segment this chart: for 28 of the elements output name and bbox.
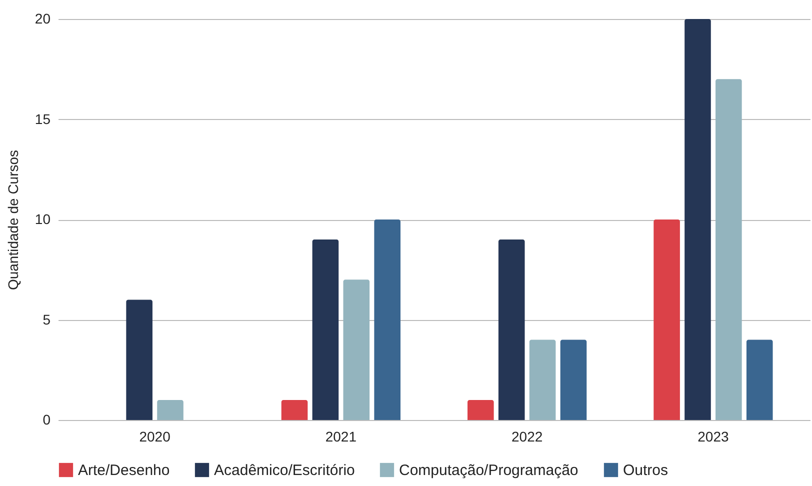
legend-label: Acadêmico/Escritório [214, 462, 355, 479]
bar [716, 79, 742, 420]
bar [374, 220, 400, 420]
bar [529, 340, 556, 420]
legend-label: Outros [623, 462, 668, 479]
y-tick-label: 0 [42, 412, 51, 428]
legend-label: Computação/Programação [399, 462, 578, 479]
y-tick-label: 15 [34, 110, 51, 127]
y-tick-label: 20 [34, 10, 51, 26]
y-tick-label: 10 [34, 211, 51, 227]
bar [157, 400, 184, 420]
bar [126, 300, 152, 420]
y-tick-label: 5 [42, 311, 51, 328]
bar [498, 240, 525, 420]
bar [312, 240, 339, 420]
x-tick-label: 2020 [139, 428, 171, 444]
bar [560, 340, 587, 420]
bar [654, 220, 680, 420]
x-tick-label: 2022 [511, 428, 543, 444]
bar [746, 340, 773, 420]
legend-label: Arte/Desenho [78, 462, 170, 479]
y-axis-title: Quantidade de Cursos [4, 150, 21, 290]
x-tick-label: 2023 [698, 428, 729, 444]
x-tick-label: 2021 [325, 428, 357, 444]
bar [343, 280, 370, 420]
bar [281, 400, 308, 420]
bar [468, 400, 494, 420]
bar [684, 19, 711, 420]
